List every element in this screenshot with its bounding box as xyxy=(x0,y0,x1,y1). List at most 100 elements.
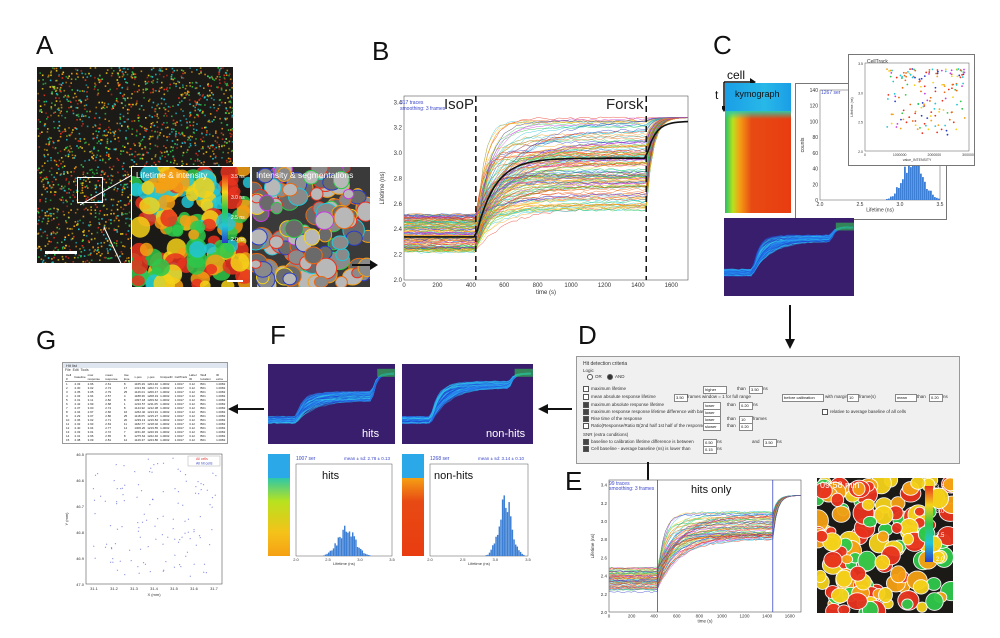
table-titlebar: Hit list xyxy=(63,363,227,368)
criterion-row-4[interactable]: maximum response response lifetime diffe… xyxy=(583,409,714,415)
hit-cell-marker: * xyxy=(172,526,174,531)
margin-field[interactable]: 10 xyxy=(847,394,859,402)
margin-unit: frame(s) xyxy=(859,394,876,399)
table-cell: 3.12 xyxy=(189,406,195,410)
table-cell: 15 xyxy=(66,438,70,442)
table-cell: 3.02 xyxy=(87,386,94,390)
scatter-y-tick: 2.5 xyxy=(858,121,863,125)
criterion-row-9[interactable]: Cell baseline - average baseline (ns) is… xyxy=(583,446,691,452)
table-row[interactable]: 1 2.33 2.96 2.61 8 1165.29 1204.40 1-0002 1.0017… xyxy=(65,382,227,387)
table-row[interactable]: 3 2.35 3.05 2.79 25 1126.01 1206.47 1-0002 1.001… xyxy=(65,390,227,394)
table-row[interactable]: 6 2.42 2.99 2.68 1 1210.57 1211.05 1-0002 1.0017… xyxy=(65,402,227,406)
table-cell: 5 xyxy=(66,398,68,402)
window-field[interactable]: 3.50 xyxy=(674,394,688,402)
table-row[interactable]: 13 2.33 3.01 2.72 7 1151.48 1220.93 1-0002 1.001… xyxy=(65,430,227,434)
trace-line xyxy=(403,117,688,250)
scatter-point xyxy=(919,126,921,129)
hit-cell-marker: * xyxy=(93,487,95,492)
table-header-cell[interactable]: CellTrack xyxy=(173,373,189,382)
scatter-point xyxy=(936,75,939,78)
scatter-point xyxy=(934,90,937,93)
table-row[interactable]: 11 2.32 2.93 2.63 11 1182.77 1218.02 1-0002 1.00… xyxy=(65,422,227,426)
criterion-row-2[interactable]: mean absolute response lifetime xyxy=(583,394,656,400)
hist-bar xyxy=(356,546,359,556)
hit-cell-marker: * xyxy=(117,527,119,532)
table-header-cell[interactable]: mean response xyxy=(104,373,123,382)
table-header-cell[interactable]: Cell # xyxy=(65,373,74,382)
colorbar-tick-1: 3.5 ns xyxy=(231,174,245,180)
hit-cell-marker: * xyxy=(111,546,113,551)
criterion-row-5[interactable]: Rise time of the response xyxy=(583,416,642,422)
table-header-cell[interactable]: y-pos xyxy=(146,373,160,382)
menu-edit[interactable]: Edit xyxy=(72,368,79,372)
table-header-cell[interactable]: rise time xyxy=(122,373,134,382)
scatter-point xyxy=(958,74,961,77)
table-header-cell[interactable]: Well location xyxy=(199,373,216,382)
trace-line xyxy=(608,495,801,570)
value-1[interactable]: 3.50 xyxy=(749,386,763,394)
menu-tools[interactable]: Tools xyxy=(80,368,89,372)
hit-cell-marker: * xyxy=(149,503,151,508)
criterion-row-3[interactable]: maximum absolute response lifetime xyxy=(583,402,664,408)
table-row[interactable]: 9 2.29 3.07 2.80 25 1118.65 1215.27 1-0002 1.001… xyxy=(65,414,227,418)
scatter-point xyxy=(923,92,926,95)
criterion-row-1[interactable]: maximum lifetime xyxy=(583,386,626,392)
table-row[interactable]: 2 2.30 3.02 2.73 17 1313.83 1202.71 1-0002 1.001… xyxy=(65,386,227,390)
table-row[interactable]: 10 2.36 3.02 2.71 20 1239.13 1216.84 1-0002 1.00… xyxy=(65,418,227,422)
table-cell: 1-0002 xyxy=(160,418,170,422)
value-8b[interactable]: 3.50 xyxy=(763,439,777,447)
scatter-point xyxy=(955,84,958,86)
scatter-point xyxy=(921,132,924,135)
value-mean[interactable]: 0.20 xyxy=(929,394,943,402)
table-header-cell[interactable]: Label ID xyxy=(188,373,200,382)
criterion-row-8[interactable]: baseline to calibration lifetime differe… xyxy=(583,439,694,445)
hit-cell-marker: * xyxy=(209,542,211,547)
trace-line xyxy=(403,117,689,225)
hist-bar xyxy=(916,158,918,200)
table-row[interactable]: 8 2.34 2.97 2.66 16 1262.40 1213.91 1-0002 1.001… xyxy=(65,410,227,414)
legend-hit-cells: All hit cells xyxy=(196,462,213,466)
scatter-point xyxy=(950,69,953,72)
trace-line xyxy=(403,117,689,233)
table-row[interactable]: 15 2.38 3.09 2.81 12 1129.37 1223.86 1-0002 1.00… xyxy=(65,438,227,442)
table-cell: B01 xyxy=(200,434,206,438)
table-row[interactable]: 5 2.31 3.11 2.82 8 1097.18 1209.62 1-0002 1.0017… xyxy=(65,398,227,402)
menu-file[interactable]: File xyxy=(65,368,71,372)
scatter-point xyxy=(911,68,914,70)
dropdown-5[interactable]: slower xyxy=(703,423,721,431)
calibration-dropdown[interactable]: before calibration xyxy=(782,394,824,402)
hist-y-tick: 80 xyxy=(812,135,818,141)
table-cell: 16 xyxy=(123,410,128,414)
trace-line xyxy=(403,117,689,224)
hist-bar xyxy=(910,167,912,200)
relative-option[interactable]: relative to average baseline of all cell… xyxy=(822,409,906,415)
hist-bar xyxy=(496,534,499,556)
hist-bar xyxy=(908,155,910,200)
table-cell: 1.0082 xyxy=(216,438,226,442)
table-row[interactable]: 12 2.40 3.04 2.77 14 1306.20 1219.55 1-0002 1.00… xyxy=(65,426,227,430)
table-row[interactable]: 14 2.31 2.96 2.65 8 1275.64 1222.40 1-0002 1.001… xyxy=(65,434,227,438)
table-header-cell[interactable]: ID extra xyxy=(215,373,227,382)
value-9[interactable]: 0.15 xyxy=(703,446,717,454)
mean-dropdown[interactable]: mean xyxy=(895,394,917,402)
value-3[interactable]: 0.20 xyxy=(739,402,753,410)
scatter-point xyxy=(941,99,944,102)
criterion-row-6[interactable]: Ratio(Response/Ratio B(2nd half 1st half… xyxy=(583,423,708,429)
kymo-label: kymograph xyxy=(735,89,780,99)
table-header-cell[interactable]: baseline xyxy=(73,373,87,382)
y-tick-label: 3.2 xyxy=(394,126,403,132)
dropdown-1[interactable]: higher xyxy=(703,386,727,394)
value-5[interactable]: 0.20 xyxy=(739,423,753,431)
table-header-cell[interactable]: x-pos xyxy=(133,373,147,382)
table-row[interactable]: 7 2.37 3.00 2.74 8 1144.92 1212.38 1-0002 1.0017… xyxy=(65,406,227,410)
table-row[interactable]: 4 2.33 2.94 2.57 4 1188.36 1208.19 1-0002 1.0017… xyxy=(65,394,227,398)
hist-y-tick: 100 xyxy=(810,119,819,125)
x-tick-label: 1000 xyxy=(564,283,578,289)
logic-options[interactable]: OR AND xyxy=(587,374,625,380)
table-header-cell[interactable]: max response xyxy=(86,373,105,382)
criteria-title: Hit detection criteria xyxy=(583,361,628,367)
table-header-cell[interactable]: UniqueID xyxy=(159,373,174,382)
scatter-g-x-tick: 31.1 xyxy=(90,586,99,591)
nonhits-hist-mean: mean ± sd: 3.14 ± 0.10 xyxy=(478,456,524,461)
hist-ticks: 2.0 2.5 3.0 3.5 140 120 100 80 60 40 20 0 xyxy=(810,88,944,208)
